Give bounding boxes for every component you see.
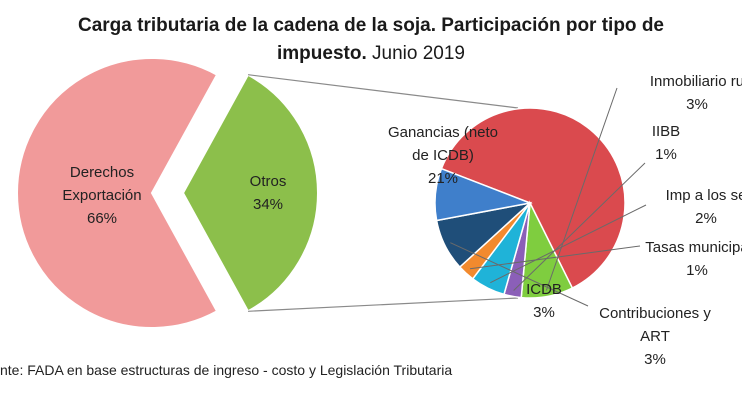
slice-otros xyxy=(181,73,320,313)
chart-title: Carga tributaria de la cadena de la soja… xyxy=(0,12,742,68)
leader-line-imp_servicios xyxy=(490,204,647,284)
label-ganancias: Ganancias (neto de ICDB) 21% xyxy=(388,124,498,187)
slice-derechos-exportacion xyxy=(16,57,219,329)
title-line-1: Carga tributaria de la cadena de la soja… xyxy=(78,15,664,36)
label-iibb: IIBB 1% xyxy=(652,123,680,163)
label-otros: Otros 34% xyxy=(250,173,287,213)
title-line-2-rest: Junio 2019 xyxy=(366,43,465,64)
connector-line-top xyxy=(247,74,519,109)
label-derechos-exportacion: Derechos Exportación 66% xyxy=(62,164,141,227)
connector-line-bottom xyxy=(248,297,519,312)
label-imp-servicios: Imp a los se 2% xyxy=(666,187,742,227)
slice-ganancias xyxy=(440,107,626,290)
title-line-2-bold: impuesto. xyxy=(277,43,367,64)
label-inmobiliario: Inmobiliario ru 3% xyxy=(650,73,742,113)
source-note: nte: FADA en base estructuras de ingreso… xyxy=(0,362,453,378)
slice-icdb xyxy=(434,167,533,222)
label-tasas-municipales: Tasas municipa 1% xyxy=(645,239,742,279)
label-icdb: ICDB 3% xyxy=(526,281,562,321)
leader-line-contribuciones xyxy=(450,242,589,307)
leader-line-iibb xyxy=(513,162,646,291)
label-contribuciones-art: Contribuciones y ART 3% xyxy=(599,305,711,368)
